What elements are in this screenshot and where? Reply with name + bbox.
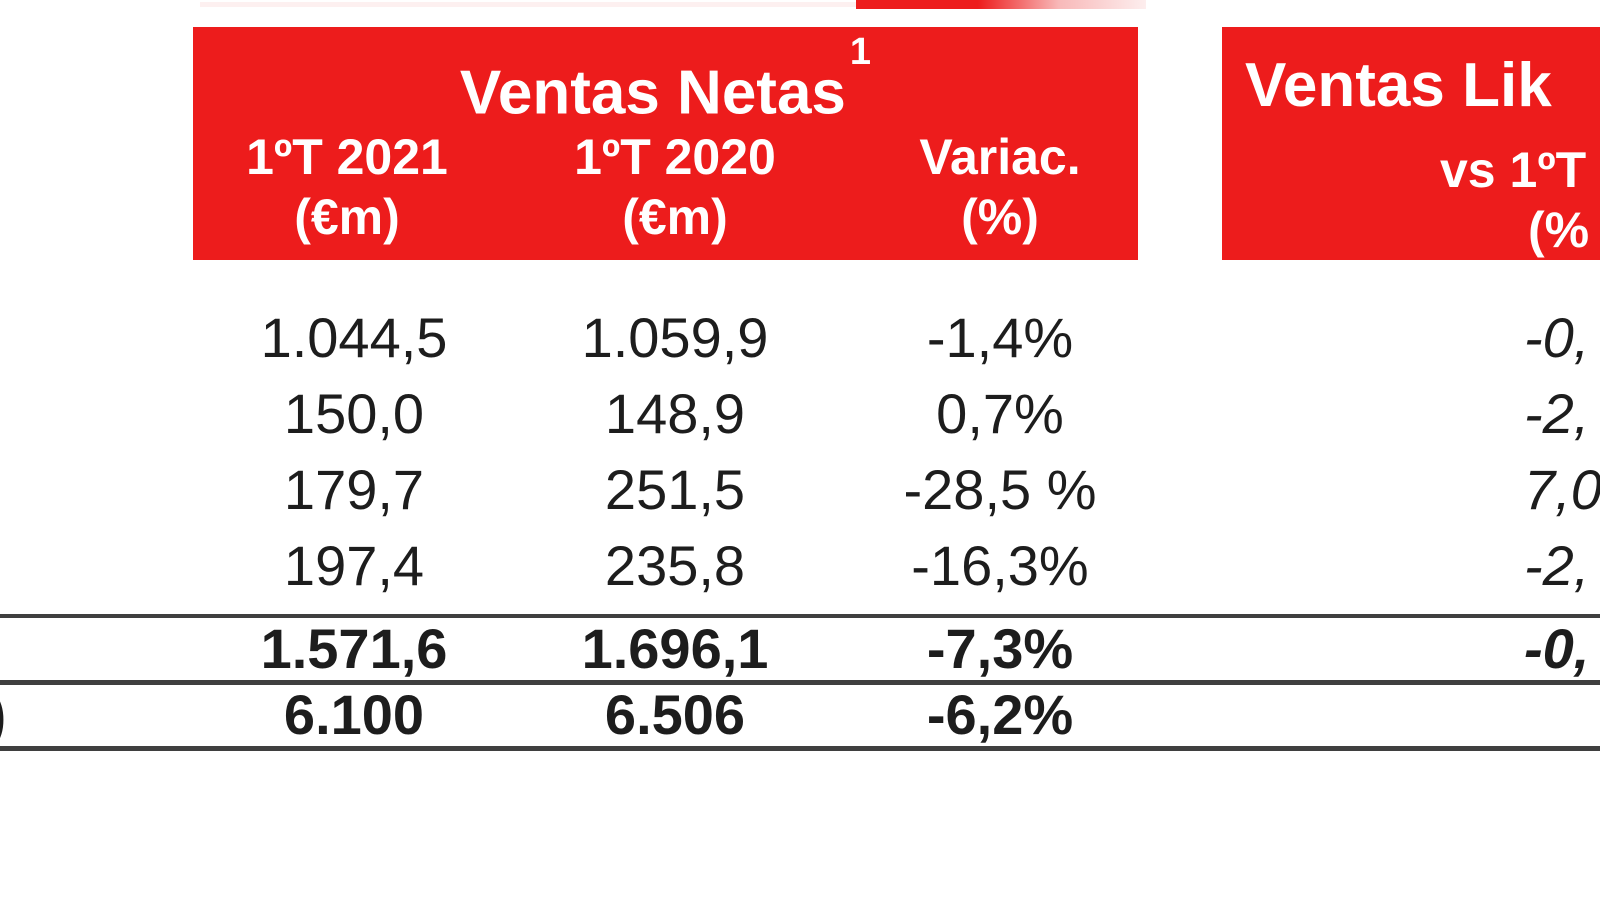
ventas-lfl-header-block: Ventas Lik vs 1ºT (% [1222, 27, 1600, 260]
total-row-bottom-rule [0, 746, 1600, 751]
ventas-netas-header-block: Ventas Netas1 1ºT 2021 (€m) 1ºT 2020 (€m… [193, 27, 1138, 260]
table-row: 179,7 251,5 -28,5 % 7,0 [0, 462, 1600, 518]
value-variac: -28,5 % [903, 458, 1097, 521]
value-lfl: -2, [1524, 534, 1590, 597]
table-row-total: 1.571,6 1.696,1 -7,3% -0, [0, 621, 1600, 677]
value-2021: 1.571,6 [260, 617, 448, 680]
value-lfl: -0, [1524, 306, 1590, 369]
value-2021: 6.100 [283, 683, 425, 746]
table1-title: Ventas Netas1 [193, 33, 1138, 128]
table1-title-text: Ventas Netas [459, 58, 846, 128]
table-row: 197,4 235,8 -16,3% -2, [0, 538, 1600, 594]
value-2020: 235,8 [604, 534, 746, 597]
value-lfl: 7,0 [1524, 458, 1600, 521]
column-header-1t2020-line2: (€m) [622, 189, 728, 245]
value-2021: 197,4 [283, 534, 425, 597]
top-edge-smear [200, 2, 860, 7]
value-2020: 148,9 [604, 382, 746, 445]
value-2021: 150,0 [283, 382, 425, 445]
value-variac: 0,7% [936, 382, 1064, 445]
column-header-variac-line1: Variac. [919, 129, 1081, 185]
table-row-total: 6.100 6.506 -6,2% [0, 687, 1600, 743]
value-variac: -1,4% [926, 306, 1074, 369]
value-variac: -7,3% [926, 617, 1074, 680]
total-row-middle-rule [0, 680, 1600, 685]
column-header-1t2021-line1: 1ºT 2021 [246, 129, 448, 185]
value-2021: 179,7 [283, 458, 425, 521]
value-2020: 1.059,9 [581, 306, 769, 369]
row-label-fragment: ) [0, 687, 6, 745]
value-variac: -6,2% [926, 683, 1074, 746]
column-header-1t2021: 1ºT 2021 (€m) [187, 127, 507, 247]
footnote-marker: 1 [849, 31, 872, 73]
column-header-variac: Variac. (%) [840, 127, 1160, 247]
top-edge-red-strip [856, 0, 1146, 9]
value-2020: 6.506 [604, 683, 746, 746]
table2-subheader-line2: (% [1528, 202, 1590, 258]
column-header-variac-line2: (%) [961, 189, 1039, 245]
value-lfl: -2, [1524, 382, 1590, 445]
table2-title: Ventas Lik [1245, 51, 1552, 120]
value-variac: -16,3% [911, 534, 1089, 597]
column-header-1t2021-line2: (€m) [294, 189, 400, 245]
value-2020: 1.696,1 [581, 617, 769, 680]
table-row: 150,0 148,9 0,7% -2, [0, 386, 1600, 442]
table2-subheader-line1: vs 1ºT [1440, 142, 1587, 198]
column-header-1t2020: 1ºT 2020 (€m) [515, 127, 835, 247]
value-2021: 1.044,5 [260, 306, 448, 369]
total-row-top-rule [0, 614, 1600, 618]
value-lfl: -0, [1524, 617, 1590, 680]
column-header-1t2020-line1: 1ºT 2020 [574, 129, 776, 185]
value-2020: 251,5 [604, 458, 746, 521]
table-row: 1.044,5 1.059,9 -1,4% -0, [0, 310, 1600, 366]
